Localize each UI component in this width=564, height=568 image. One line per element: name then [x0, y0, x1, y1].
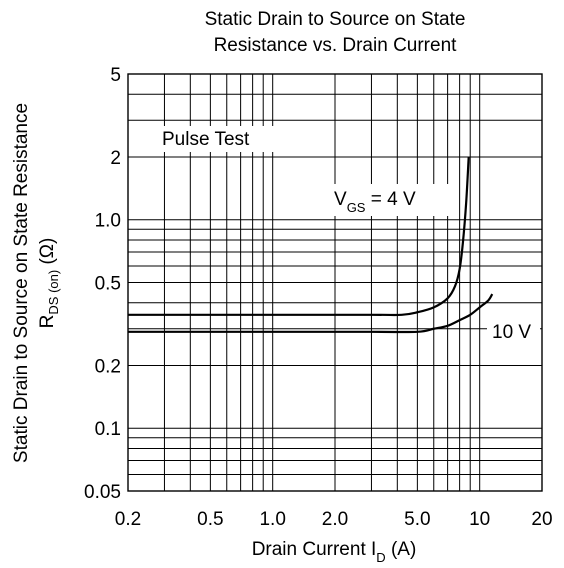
y-tick-label: 5 [110, 65, 121, 86]
x-axis-label-unit: (A) [386, 539, 417, 560]
x-tick-label: 20 [531, 509, 552, 530]
y-tick-label: 2 [110, 148, 121, 169]
tick-labels: 0.2 0.5 1.0 2.0 5.0 10 20 0.05 0.1 0.2 0.5 1.0 2 5 [84, 65, 553, 530]
label-masks [158, 126, 540, 346]
y-axis-label-line-1: Static Drain to Source on State Resistan… [11, 103, 32, 463]
y-tick-label: 0.05 [84, 482, 121, 503]
vgs-4v-annotation: VGS = 4 V [334, 189, 416, 215]
label-mask [487, 318, 540, 346]
x-tick-label: 2.0 [322, 509, 348, 530]
x-tick-label: 1.0 [259, 509, 285, 530]
y-tick-label: 0.5 [95, 274, 121, 295]
y-tick-label: 0.2 [95, 356, 121, 377]
x-axis-label: Drain Current ID (A) [252, 539, 417, 565]
x-axis-label-sub: D [376, 550, 385, 565]
y-axis-label-r: R [37, 315, 58, 329]
x-tick-label: 5.0 [404, 509, 430, 530]
label-mask [328, 184, 456, 216]
x-axis-label-main: Drain Current I [252, 539, 377, 560]
series-line-2 [128, 293, 494, 334]
vgs-4v-sub: GS [347, 200, 366, 215]
plot-frame [127, 73, 543, 492]
series-line-1 [128, 156, 470, 317]
x-tick-label: 10 [469, 509, 490, 530]
y-tick-label: 1.0 [95, 211, 121, 232]
pulse-test-annotation: Pulse Test [162, 129, 250, 150]
x-tick-label: 0.2 [115, 509, 141, 530]
vgs-10v-annotation: 10 V [492, 322, 531, 343]
chart-title-line-2: Resistance vs. Drain Current [214, 35, 458, 56]
label-mask [158, 126, 276, 152]
vgs-4v-main: V [334, 189, 347, 210]
chart-title-line-1: Static Drain to Source on State [205, 9, 466, 30]
series-layer [128, 156, 494, 334]
y-axis-label-line-2: RDS (on) (Ω) [37, 238, 61, 329]
y-axis-label-sub: DS (on) [46, 270, 61, 315]
vgs-4v-rest: = 4 V [365, 189, 415, 210]
x-tick-label: 0.5 [197, 509, 223, 530]
y-tick-label: 0.1 [95, 419, 121, 440]
y-axis-label-unit: (Ω) [37, 238, 58, 270]
